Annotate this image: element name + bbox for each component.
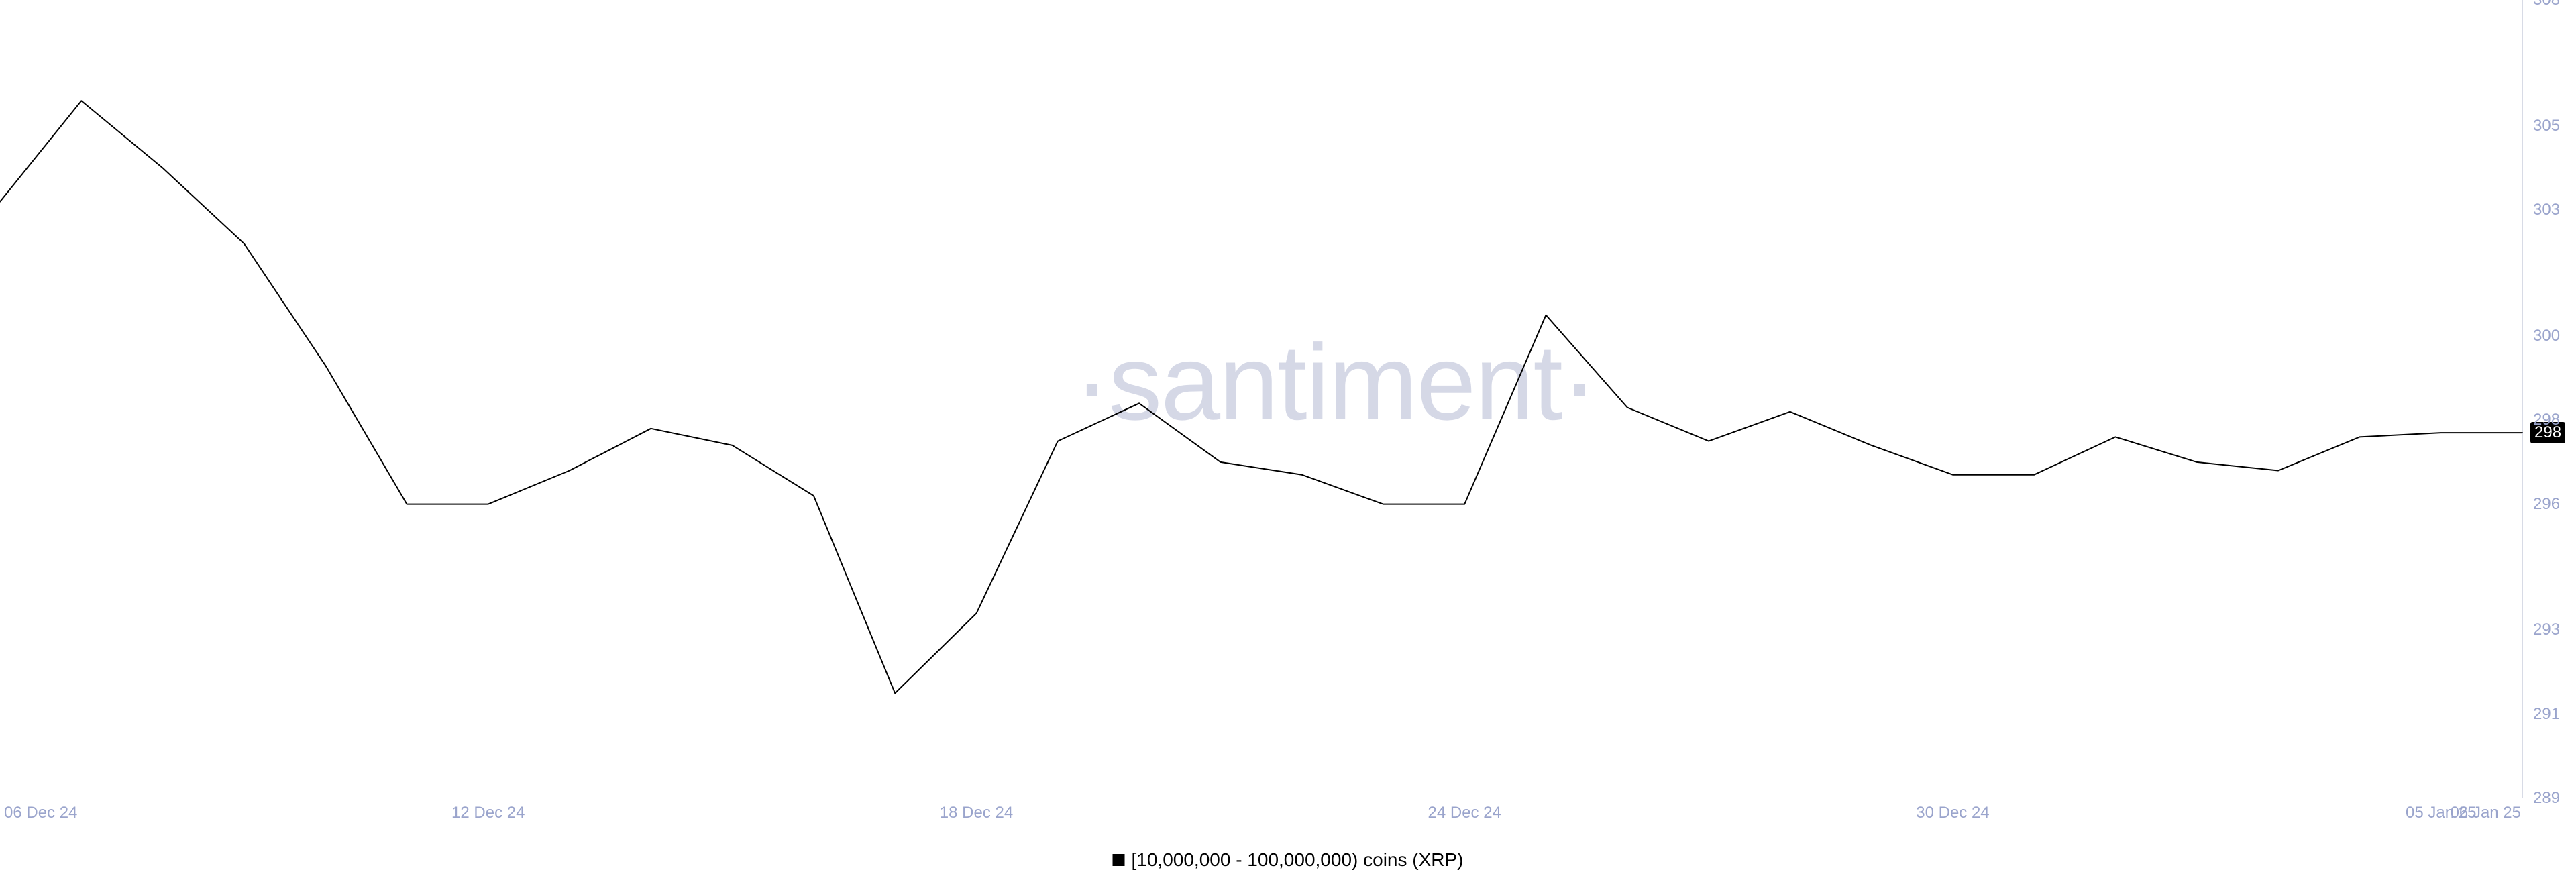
y-tick-label: 303 xyxy=(2533,201,2560,219)
y-tick-label: 300 xyxy=(2533,327,2560,345)
y-tick-label: 289 xyxy=(2533,789,2560,808)
y-tick-label: 305 xyxy=(2533,117,2560,135)
line-chart-svg xyxy=(0,0,2576,872)
y-tick-label: 296 xyxy=(2533,495,2560,514)
x-tick-label: 18 Dec 24 xyxy=(940,804,1013,822)
y-tick-label: 291 xyxy=(2533,705,2560,724)
x-tick-label: 30 Dec 24 xyxy=(1916,804,1989,822)
y-tick-label: 308 xyxy=(2533,0,2560,9)
chart-container: ·santiment· 298 [10,000,000 - 100,000,00… xyxy=(0,0,2576,872)
legend-label: [10,000,000 - 100,000,000) coins (XRP) xyxy=(1132,849,1464,871)
y-tick-label: 293 xyxy=(2533,620,2560,639)
y-tick-label: 298 xyxy=(2533,411,2560,429)
x-tick-label: 12 Dec 24 xyxy=(451,804,525,822)
legend: [10,000,000 - 100,000,000) coins (XRP) xyxy=(1113,849,1464,871)
legend-swatch xyxy=(1113,854,1125,866)
x-tick-label: 06 Dec 24 xyxy=(4,804,77,822)
x-tick-label: 06 Jan 25 xyxy=(2451,804,2521,822)
x-tick-label: 24 Dec 24 xyxy=(1428,804,1501,822)
